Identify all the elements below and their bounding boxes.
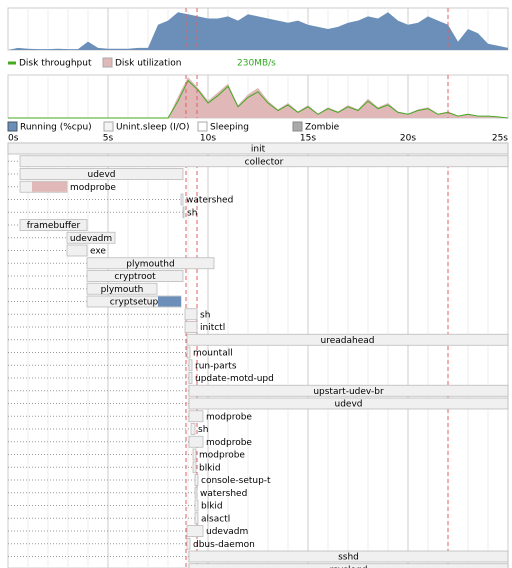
process-bar	[180, 193, 184, 206]
legend-label: Sleeping	[210, 123, 249, 133]
cpu-segment	[158, 296, 181, 307]
process-bar	[86, 282, 158, 295]
time-tick-label: 10s	[200, 134, 216, 144]
process-label: blkid	[201, 502, 223, 512]
process-label: watershed	[186, 196, 233, 206]
process-label: modprobe	[199, 451, 245, 461]
time-tick-label: 20s	[400, 134, 416, 144]
process-label: watershed	[200, 489, 247, 499]
process-bar	[188, 435, 204, 448]
process-label: modprobe	[206, 412, 252, 422]
legend-icon	[7, 121, 18, 132]
process-label: mountall	[193, 349, 233, 359]
disk-throughput-line	[8, 79, 509, 119]
process-bar	[188, 410, 204, 423]
io-segment	[32, 181, 67, 192]
process-label: run-parts	[195, 361, 237, 371]
process-bar	[186, 333, 509, 346]
time-tick-label: 5s	[103, 134, 114, 144]
process-frame	[7, 142, 509, 568]
process-bar	[194, 512, 199, 525]
process-bar	[66, 231, 116, 244]
process-bar	[188, 550, 509, 563]
process-label: cryptroot	[114, 272, 156, 282]
process-label: init	[251, 145, 266, 155]
time-tick-label: 0s	[8, 134, 19, 144]
process-label: sshd	[338, 553, 359, 563]
process-label: plymouth	[101, 285, 144, 295]
process-label: initctl	[200, 323, 225, 333]
process-bar	[66, 244, 88, 257]
process-bar	[86, 257, 215, 270]
process-bar	[188, 397, 509, 410]
process-bar	[188, 359, 193, 372]
process-bar	[19, 168, 184, 180]
process-label: rsyslogd	[330, 565, 368, 568]
process-label: console-setup-t	[201, 476, 271, 486]
legend-icon	[103, 121, 114, 132]
legend-label: Disk utilization	[115, 59, 181, 69]
process-bar	[188, 563, 509, 568]
legend-label: Unint.sleep (I/O)	[116, 123, 190, 133]
process-bar	[192, 448, 197, 461]
process-bar	[19, 219, 88, 231]
process-bar	[86, 270, 184, 282]
process-bar	[192, 461, 197, 474]
process-label: sh	[187, 208, 197, 218]
process-label: upstart-udev-br	[313, 387, 384, 397]
process-label: cryptsetup	[110, 298, 159, 308]
process-bar	[188, 384, 509, 397]
process-label: modprobe	[70, 183, 116, 193]
legend-label: Zombie	[305, 123, 340, 133]
process-label: udevadm	[206, 527, 248, 537]
process-bar	[186, 525, 204, 537]
process-bar	[19, 155, 509, 168]
process-bar	[186, 537, 191, 550]
disk-utilization-area	[8, 77, 508, 118]
process-bar	[190, 423, 196, 435]
legend-label: Disk throughput	[19, 59, 92, 69]
process-label: update-motd-upd	[195, 374, 274, 384]
process-label: ureadahead	[321, 336, 375, 346]
cpu-area	[8, 12, 508, 50]
legend-icon	[102, 57, 113, 68]
process-bar	[184, 308, 198, 321]
legend-icon	[292, 121, 303, 132]
time-tick-label: 25s	[492, 134, 508, 144]
legend-label: Running (%cpu)	[20, 123, 92, 133]
process-label: udevd	[88, 170, 116, 180]
process-bar	[182, 206, 185, 219]
process-label: modprobe	[206, 438, 252, 448]
process-bar	[184, 321, 198, 333]
process-label: udevadm	[70, 234, 112, 244]
time-tick-label: 15s	[300, 134, 316, 144]
process-label: exe	[90, 247, 106, 257]
process-label: udevd	[335, 400, 363, 410]
process-bar	[186, 346, 191, 359]
process-bar	[7, 142, 509, 155]
disk-max: 230MB/s	[237, 59, 276, 69]
process-label: blkid	[199, 463, 221, 473]
process-label: sh	[200, 310, 210, 320]
process-bar	[188, 372, 193, 384]
process-label: collector	[245, 157, 284, 167]
process-label: alsactl	[201, 514, 230, 524]
process-label: sh	[198, 425, 208, 435]
process-label: plymouthd	[126, 259, 174, 269]
legend-icon	[197, 121, 208, 132]
process-bar	[194, 486, 198, 499]
process-label: framebuffer	[27, 221, 81, 231]
process-bar	[194, 474, 199, 486]
process-label: dbus-daemon	[193, 540, 255, 550]
process-bar	[194, 499, 199, 512]
